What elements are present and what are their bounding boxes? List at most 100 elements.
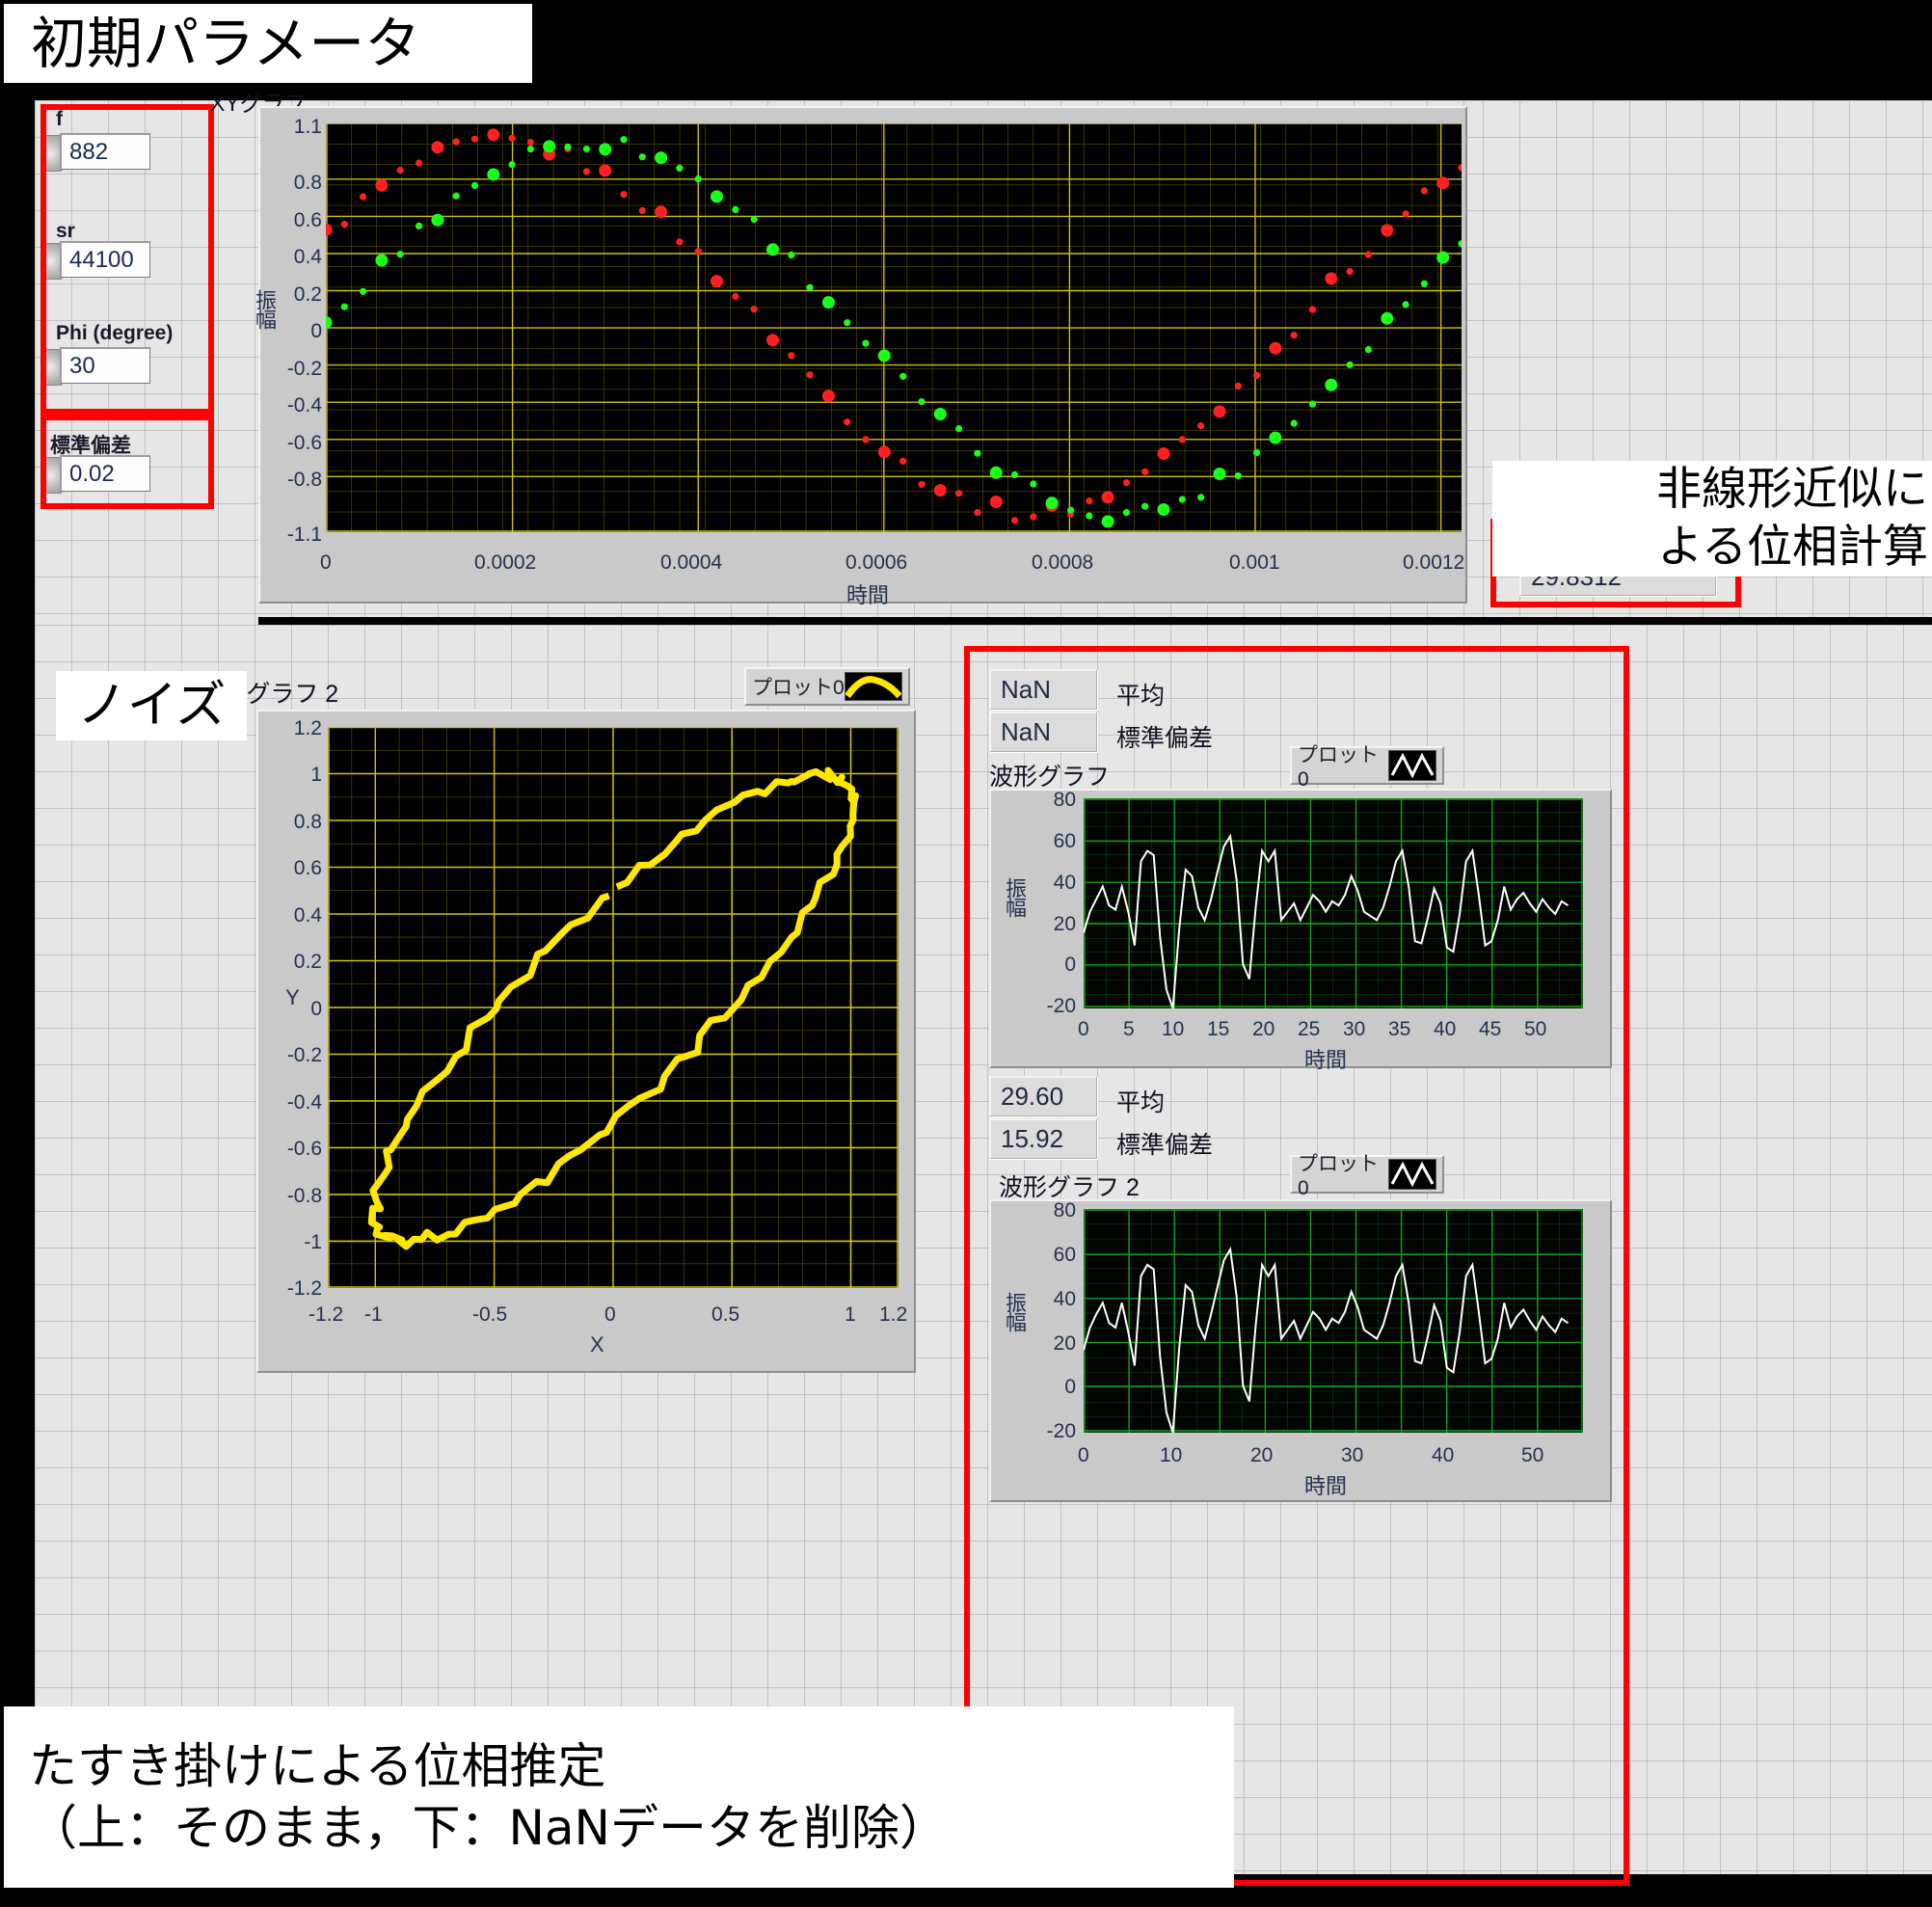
wave1-xtick-4: 20 [1252, 1018, 1275, 1040]
control-stddev[interactable]: 0.02 [60, 455, 150, 492]
wave1-ytick-3: 20 [1053, 913, 1076, 935]
caption-nonlinear-fit: 非線形近似に よる位相計算 [1492, 461, 1932, 577]
top-graph-svg: noop [326, 123, 1462, 532]
top-graph-plot[interactable]: noop [326, 123, 1462, 532]
wave1-xtick-6: 30 [1343, 1018, 1366, 1040]
xy2-ytick-11: -1 [304, 1231, 322, 1253]
xy2-legend[interactable]: プロット0 [744, 667, 910, 706]
xy2-xtick-3: 0 [604, 1303, 616, 1326]
xy2-ytick-9: -0.6 [286, 1138, 322, 1160]
xy2-graph-plot[interactable] [328, 727, 899, 1288]
top-graph-ylabel: 振幅 [253, 289, 277, 328]
wave1-plot[interactable] [1084, 798, 1583, 1008]
wave1-xtick-1: 5 [1123, 1018, 1135, 1040]
top-ytick-0: 1.1 [293, 116, 322, 138]
xy2-ytick-5: 0.2 [293, 951, 322, 973]
top-xtick-1: 0.0002 [474, 551, 537, 574]
xy2-xtick-1: -1 [364, 1303, 383, 1326]
xy2-legend-swatch [845, 672, 902, 701]
stat-mean-top-label: 平均 [1116, 683, 1166, 710]
top-xtick-4: 0.0008 [1032, 551, 1094, 574]
xy2-xtick-6: 1.2 [879, 1303, 908, 1326]
xy2-ytick-8: -0.4 [286, 1091, 322, 1114]
wave2-ytick-5: -20 [1046, 1420, 1076, 1442]
wave1-ytick-0: 80 [1053, 789, 1076, 811]
xy2-xtick-2: -0.5 [472, 1303, 508, 1326]
stat-std-top-label: 標準偏差 [1116, 725, 1214, 752]
wave1-xtick-9: 45 [1479, 1018, 1502, 1040]
wave1-svg [1084, 798, 1583, 1008]
wave1-ytick-1: 60 [1053, 830, 1076, 852]
top-graph-xlabel: 時間 [846, 583, 890, 607]
wave2-legend-swatch [1388, 1159, 1436, 1190]
control-label-sr: sr [56, 220, 75, 242]
wave1-xtick-2: 10 [1162, 1018, 1185, 1040]
caption-cross-method: たすき掛けによる位相推定 （上：そのまま，下：NaNデータを削除） [4, 1706, 1234, 1888]
top-ytick-4: 0.2 [293, 283, 322, 306]
wave1-ylabel: 振幅 [1003, 877, 1027, 916]
top-ytick-9: -0.8 [286, 469, 322, 491]
wave2-xtick-5: 50 [1521, 1444, 1544, 1466]
wave1-legend-swatch [1388, 750, 1436, 781]
wave1-xtick-0: 0 [1078, 1018, 1089, 1040]
top-xtick-6: 0.0012 [1403, 551, 1465, 574]
wave2-ytick-3: 20 [1053, 1332, 1076, 1355]
wave2-ytick-1: 60 [1053, 1244, 1076, 1266]
top-ytick-3: 0.4 [293, 246, 322, 268]
top-xtick-5: 0.001 [1229, 551, 1280, 574]
wave1-ytick-2: 40 [1053, 872, 1076, 894]
xy2-ytick-2: 0.8 [293, 811, 322, 833]
wave2-xtick-3: 30 [1341, 1444, 1364, 1466]
xy2-ytick-4: 0.4 [293, 904, 322, 927]
xy2-ytick-3: 0.6 [293, 857, 322, 879]
wave2-plot[interactable] [1084, 1209, 1583, 1433]
xy2-ytick-7: -0.2 [286, 1044, 322, 1066]
xy2-graph-ylabel: Y [281, 985, 305, 1007]
xy2-ytick-1: 1 [310, 764, 322, 786]
xy2-ytick-10: -0.8 [286, 1185, 322, 1207]
control-f[interactable]: 882 [60, 133, 150, 170]
xy2-graph-xlabel: X [590, 1332, 604, 1356]
stat-mean-top: NaN [989, 669, 1097, 710]
wave2-ytick-2: 40 [1053, 1288, 1076, 1310]
wave1-xtick-5: 25 [1298, 1018, 1321, 1040]
stat-mean-bottom-label: 平均 [1116, 1089, 1166, 1116]
wave2-ytick-4: 0 [1064, 1376, 1076, 1398]
top-xtick-3: 0.0006 [845, 551, 908, 574]
top-xtick-0: 0 [320, 551, 332, 574]
xy2-graph-svg [328, 727, 899, 1288]
top-ytick-10: -1.1 [286, 524, 322, 546]
stat-std-bottom: 15.92 [989, 1118, 1097, 1159]
wave1-ytick-5: -20 [1046, 995, 1076, 1017]
top-ytick-1: 0.8 [293, 172, 322, 194]
wave2-xtick-2: 20 [1250, 1444, 1274, 1466]
control-sr[interactable]: 44100 [60, 241, 150, 278]
caption-initial-parameters: 初期パラメータ [4, 4, 532, 83]
top-ytick-2: 0.6 [293, 209, 322, 231]
control-phi[interactable]: 30 [60, 347, 150, 384]
wave2-xlabel: 時間 [1304, 1474, 1348, 1498]
stat-mean-bottom: 29.60 [989, 1076, 1097, 1116]
wave2-legend-label: プロット0 [1298, 1153, 1379, 1199]
top-ytick-6: -0.2 [286, 358, 322, 380]
wave1-legend[interactable]: プロット0 [1290, 744, 1444, 791]
wave2-svg [1084, 1209, 1583, 1433]
top-ytick-8: -0.6 [286, 432, 322, 454]
control-label-phi: Phi (degree) [56, 322, 174, 344]
wave1-xtick-8: 40 [1434, 1018, 1457, 1040]
wave2-title: 波形グラフ 2 [999, 1174, 1140, 1201]
xy2-xtick-4: 0.5 [711, 1303, 740, 1326]
wave2-xtick-4: 40 [1432, 1444, 1455, 1466]
xy2-ytick-0: 1.2 [293, 717, 322, 739]
wave2-legend[interactable]: プロット0 [1290, 1153, 1444, 1199]
control-label-stddev: 標準偏差 [50, 435, 131, 457]
xy2-xtick-0: -1.2 [309, 1303, 344, 1326]
wave1-ytick-4: 0 [1064, 954, 1076, 976]
wave1-xtick-10: 50 [1524, 1018, 1547, 1040]
wave2-ylabel: 振幅 [1003, 1292, 1027, 1330]
stat-std-bottom-label: 標準偏差 [1116, 1132, 1214, 1159]
wave2-ytick-0: 80 [1053, 1199, 1076, 1222]
control-label-f: f [56, 108, 63, 130]
top-ytick-7: -0.4 [286, 394, 322, 416]
wave1-title: 波形グラフ [989, 764, 1111, 791]
